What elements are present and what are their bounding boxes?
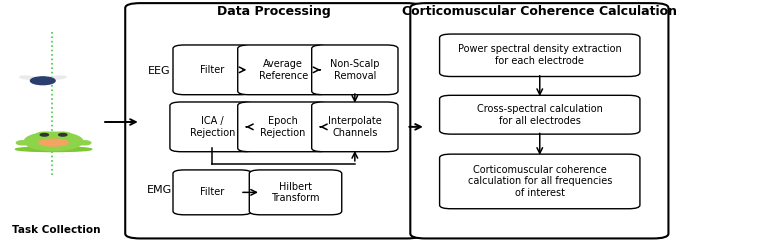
FancyBboxPatch shape [312,102,398,152]
Text: EEG: EEG [148,66,170,76]
Ellipse shape [19,76,37,79]
Ellipse shape [39,139,68,146]
Circle shape [40,133,48,136]
Circle shape [78,141,91,145]
FancyBboxPatch shape [170,102,255,152]
Text: Corticomuscular coherence
calculation for all frequencies
of interest: Corticomuscular coherence calculation fo… [468,165,612,198]
Text: Power spectral density extraction
for each electrode: Power spectral density extraction for ea… [458,44,622,66]
Text: Corticomuscular Coherence Calculation: Corticomuscular Coherence Calculation [402,5,678,18]
FancyBboxPatch shape [173,45,252,95]
Text: Epoch
Rejection: Epoch Rejection [260,116,306,138]
Text: Interpolate
Channels: Interpolate Channels [328,116,382,138]
Text: Filter: Filter [200,187,225,197]
Circle shape [59,133,67,136]
FancyBboxPatch shape [125,3,422,238]
FancyBboxPatch shape [238,102,329,152]
Text: Filter: Filter [200,65,225,75]
Text: Cross-spectral calculation
for all electrodes: Cross-spectral calculation for all elect… [477,104,603,125]
Text: Non-Scalp
Removal: Non-Scalp Removal [330,59,380,81]
Text: EMG: EMG [147,185,172,195]
Circle shape [24,132,83,151]
FancyBboxPatch shape [440,34,640,77]
Ellipse shape [16,147,92,152]
FancyBboxPatch shape [440,95,640,134]
FancyBboxPatch shape [173,170,252,215]
FancyBboxPatch shape [249,170,342,215]
Text: Task Collection: Task Collection [12,225,100,235]
Text: Hilbert
Transform: Hilbert Transform [271,182,320,203]
FancyBboxPatch shape [440,154,640,209]
Circle shape [30,77,55,85]
Ellipse shape [49,76,66,79]
Text: Average
Reference: Average Reference [259,59,308,81]
FancyBboxPatch shape [312,45,398,95]
FancyBboxPatch shape [410,3,668,238]
Circle shape [16,141,30,145]
Text: Data Processing: Data Processing [217,5,331,18]
FancyBboxPatch shape [238,45,329,95]
Circle shape [54,132,71,137]
Circle shape [37,132,53,137]
Text: ICA /
Rejection: ICA / Rejection [190,116,235,138]
